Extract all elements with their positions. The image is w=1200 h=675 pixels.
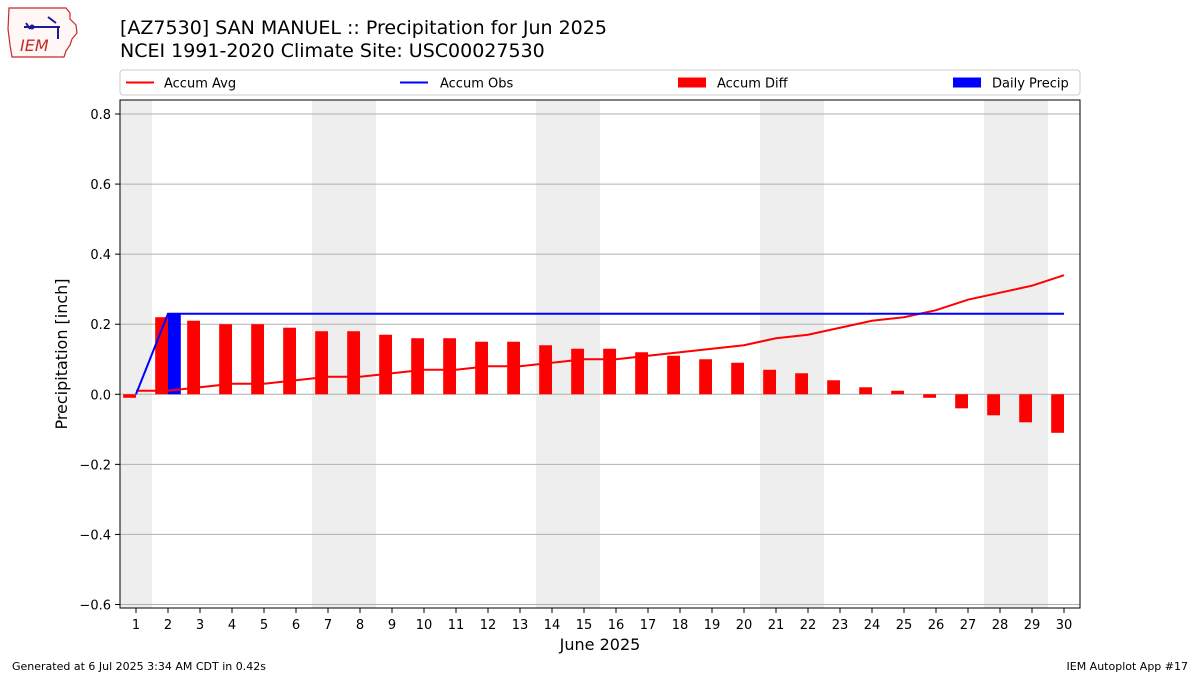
accum-diff-bar xyxy=(1019,394,1032,423)
iowa-state-outline-icon xyxy=(7,7,78,58)
accum-diff-bar xyxy=(827,380,840,395)
iem-logo: IEM xyxy=(7,7,78,58)
x-tick-label: 7 xyxy=(324,618,332,633)
x-tick-label: 6 xyxy=(292,618,300,633)
x-tick-label: 17 xyxy=(640,618,657,633)
x-tick-label: 10 xyxy=(416,618,433,633)
y-tick-label: 0.6 xyxy=(90,178,111,193)
y-tick-label: 0.4 xyxy=(90,248,111,263)
accum-diff-bar xyxy=(571,348,584,395)
x-tick-label: 1 xyxy=(132,618,140,633)
weekend-shade xyxy=(984,100,1016,608)
weekend-shade xyxy=(1016,100,1048,608)
legend: Accum Avg Accum Obs Accum Diff Daily Precip xyxy=(119,69,1081,96)
accum-diff-bar xyxy=(443,338,456,395)
accum-diff-bar xyxy=(123,394,136,398)
x-tick-label: 2 xyxy=(164,618,172,633)
x-tick-label: 13 xyxy=(512,618,529,633)
accum-diff-bar xyxy=(891,390,904,395)
accum-diff-bar xyxy=(731,362,744,395)
accum-diff-bar xyxy=(763,369,776,395)
x-tick-label: 9 xyxy=(388,618,396,633)
accum-diff-bar xyxy=(315,331,328,395)
weekend-shade xyxy=(792,100,824,608)
x-tick-label: 15 xyxy=(576,618,593,633)
x-tick-label: 16 xyxy=(608,618,625,633)
accum-diff-bar xyxy=(411,338,424,395)
accum-diff-bar xyxy=(859,387,872,395)
accum-diff-bar xyxy=(923,394,936,398)
accum-diff-bar xyxy=(475,341,488,395)
y-tick-label: −0.4 xyxy=(79,528,111,543)
x-tick-label: 12 xyxy=(480,618,497,633)
x-tick-label: 3 xyxy=(196,618,204,633)
x-tick-label: 5 xyxy=(260,618,268,633)
accum-obs-line xyxy=(135,312,1064,395)
legend-box xyxy=(119,69,1081,96)
weather-station-icon xyxy=(24,16,60,39)
y-axis-label: Precipitation [inch] xyxy=(52,278,71,429)
y-tick-label: 0.8 xyxy=(90,108,111,123)
legend-daily-precip-label: Daily Precip xyxy=(992,77,1069,92)
x-tick-label: 26 xyxy=(928,618,945,633)
x-tick-label: 28 xyxy=(992,618,1009,633)
x-tick-label: 29 xyxy=(1024,618,1041,633)
y-tick-label: 0.0 xyxy=(90,388,111,403)
x-tick-label: 23 xyxy=(832,618,849,633)
accum-diff-bar xyxy=(795,373,808,395)
accum-diff-bar xyxy=(1051,394,1064,433)
legend-accum-obs-label: Accum Obs xyxy=(440,77,513,92)
accum-diff-bar xyxy=(987,394,1000,416)
accum-diff-bar xyxy=(219,324,232,395)
x-tick-label: 22 xyxy=(800,618,817,633)
legend-accum-diff-label: Accum Diff xyxy=(717,77,789,92)
x-tick-label: 4 xyxy=(228,618,236,633)
generated-timestamp: Generated at 6 Jul 2025 3:34 AM CDT in 0… xyxy=(12,660,266,673)
y-tick-label: −0.6 xyxy=(79,598,111,613)
app-label: IEM Autoplot App #17 xyxy=(1066,660,1189,673)
x-tick-label: 14 xyxy=(544,618,561,633)
accum-diff-bar xyxy=(699,359,712,395)
x-tick-label: 25 xyxy=(896,618,913,633)
logo-text: IEM xyxy=(20,36,49,55)
x-tick-label: 20 xyxy=(736,618,753,633)
accum-diff-bar xyxy=(187,320,200,395)
legend-accum-avg-label: Accum Avg xyxy=(164,77,236,92)
accum-diff-bar xyxy=(347,331,360,395)
x-tick-label: 11 xyxy=(448,618,465,633)
x-tick-label: 19 xyxy=(704,618,721,633)
accum-diff-bar xyxy=(635,352,648,395)
accum-avg-line xyxy=(136,274,1065,392)
accum-diff-bar xyxy=(507,341,520,395)
accum-diff-bar xyxy=(667,355,680,395)
accum-diff-bar xyxy=(251,324,264,395)
x-tick-label: 8 xyxy=(356,618,364,633)
weekend-shade xyxy=(760,100,792,608)
x-tick-label: 24 xyxy=(864,618,881,633)
legend-accum-diff-swatch xyxy=(678,77,706,88)
x-tick-label: 30 xyxy=(1056,618,1073,633)
x-tick-label: 21 xyxy=(768,618,785,633)
x-tick-label: 27 xyxy=(960,618,977,633)
weekend-shade xyxy=(120,100,152,608)
x-axis-label: June 2025 xyxy=(559,635,641,654)
accum-diff-bar xyxy=(539,345,552,395)
chart-title: [AZ7530] SAN MANUEL :: Precipitation for… xyxy=(120,17,607,39)
plot-frame xyxy=(119,99,1081,609)
chart-subtitle: NCEI 1991-2020 Climate Site: USC00027530 xyxy=(120,40,545,62)
x-tick-label: 18 xyxy=(672,618,689,633)
y-tick-label: 0.2 xyxy=(90,318,111,333)
legend-daily-precip-swatch xyxy=(953,77,981,88)
accum-diff-bar xyxy=(955,394,968,409)
y-tick-label: −0.2 xyxy=(79,458,111,473)
accum-diff-bar xyxy=(603,348,616,395)
accum-diff-bar xyxy=(283,327,296,395)
accum-diff-bar xyxy=(379,334,392,395)
daily-precip-bar xyxy=(168,313,181,395)
plot-area: −0.6−0.4−0.20.00.20.40.60.81 2 3 4 5 6 7 8 9 10 11… xyxy=(52,99,1081,654)
plot-clipped-layer xyxy=(120,100,1080,608)
